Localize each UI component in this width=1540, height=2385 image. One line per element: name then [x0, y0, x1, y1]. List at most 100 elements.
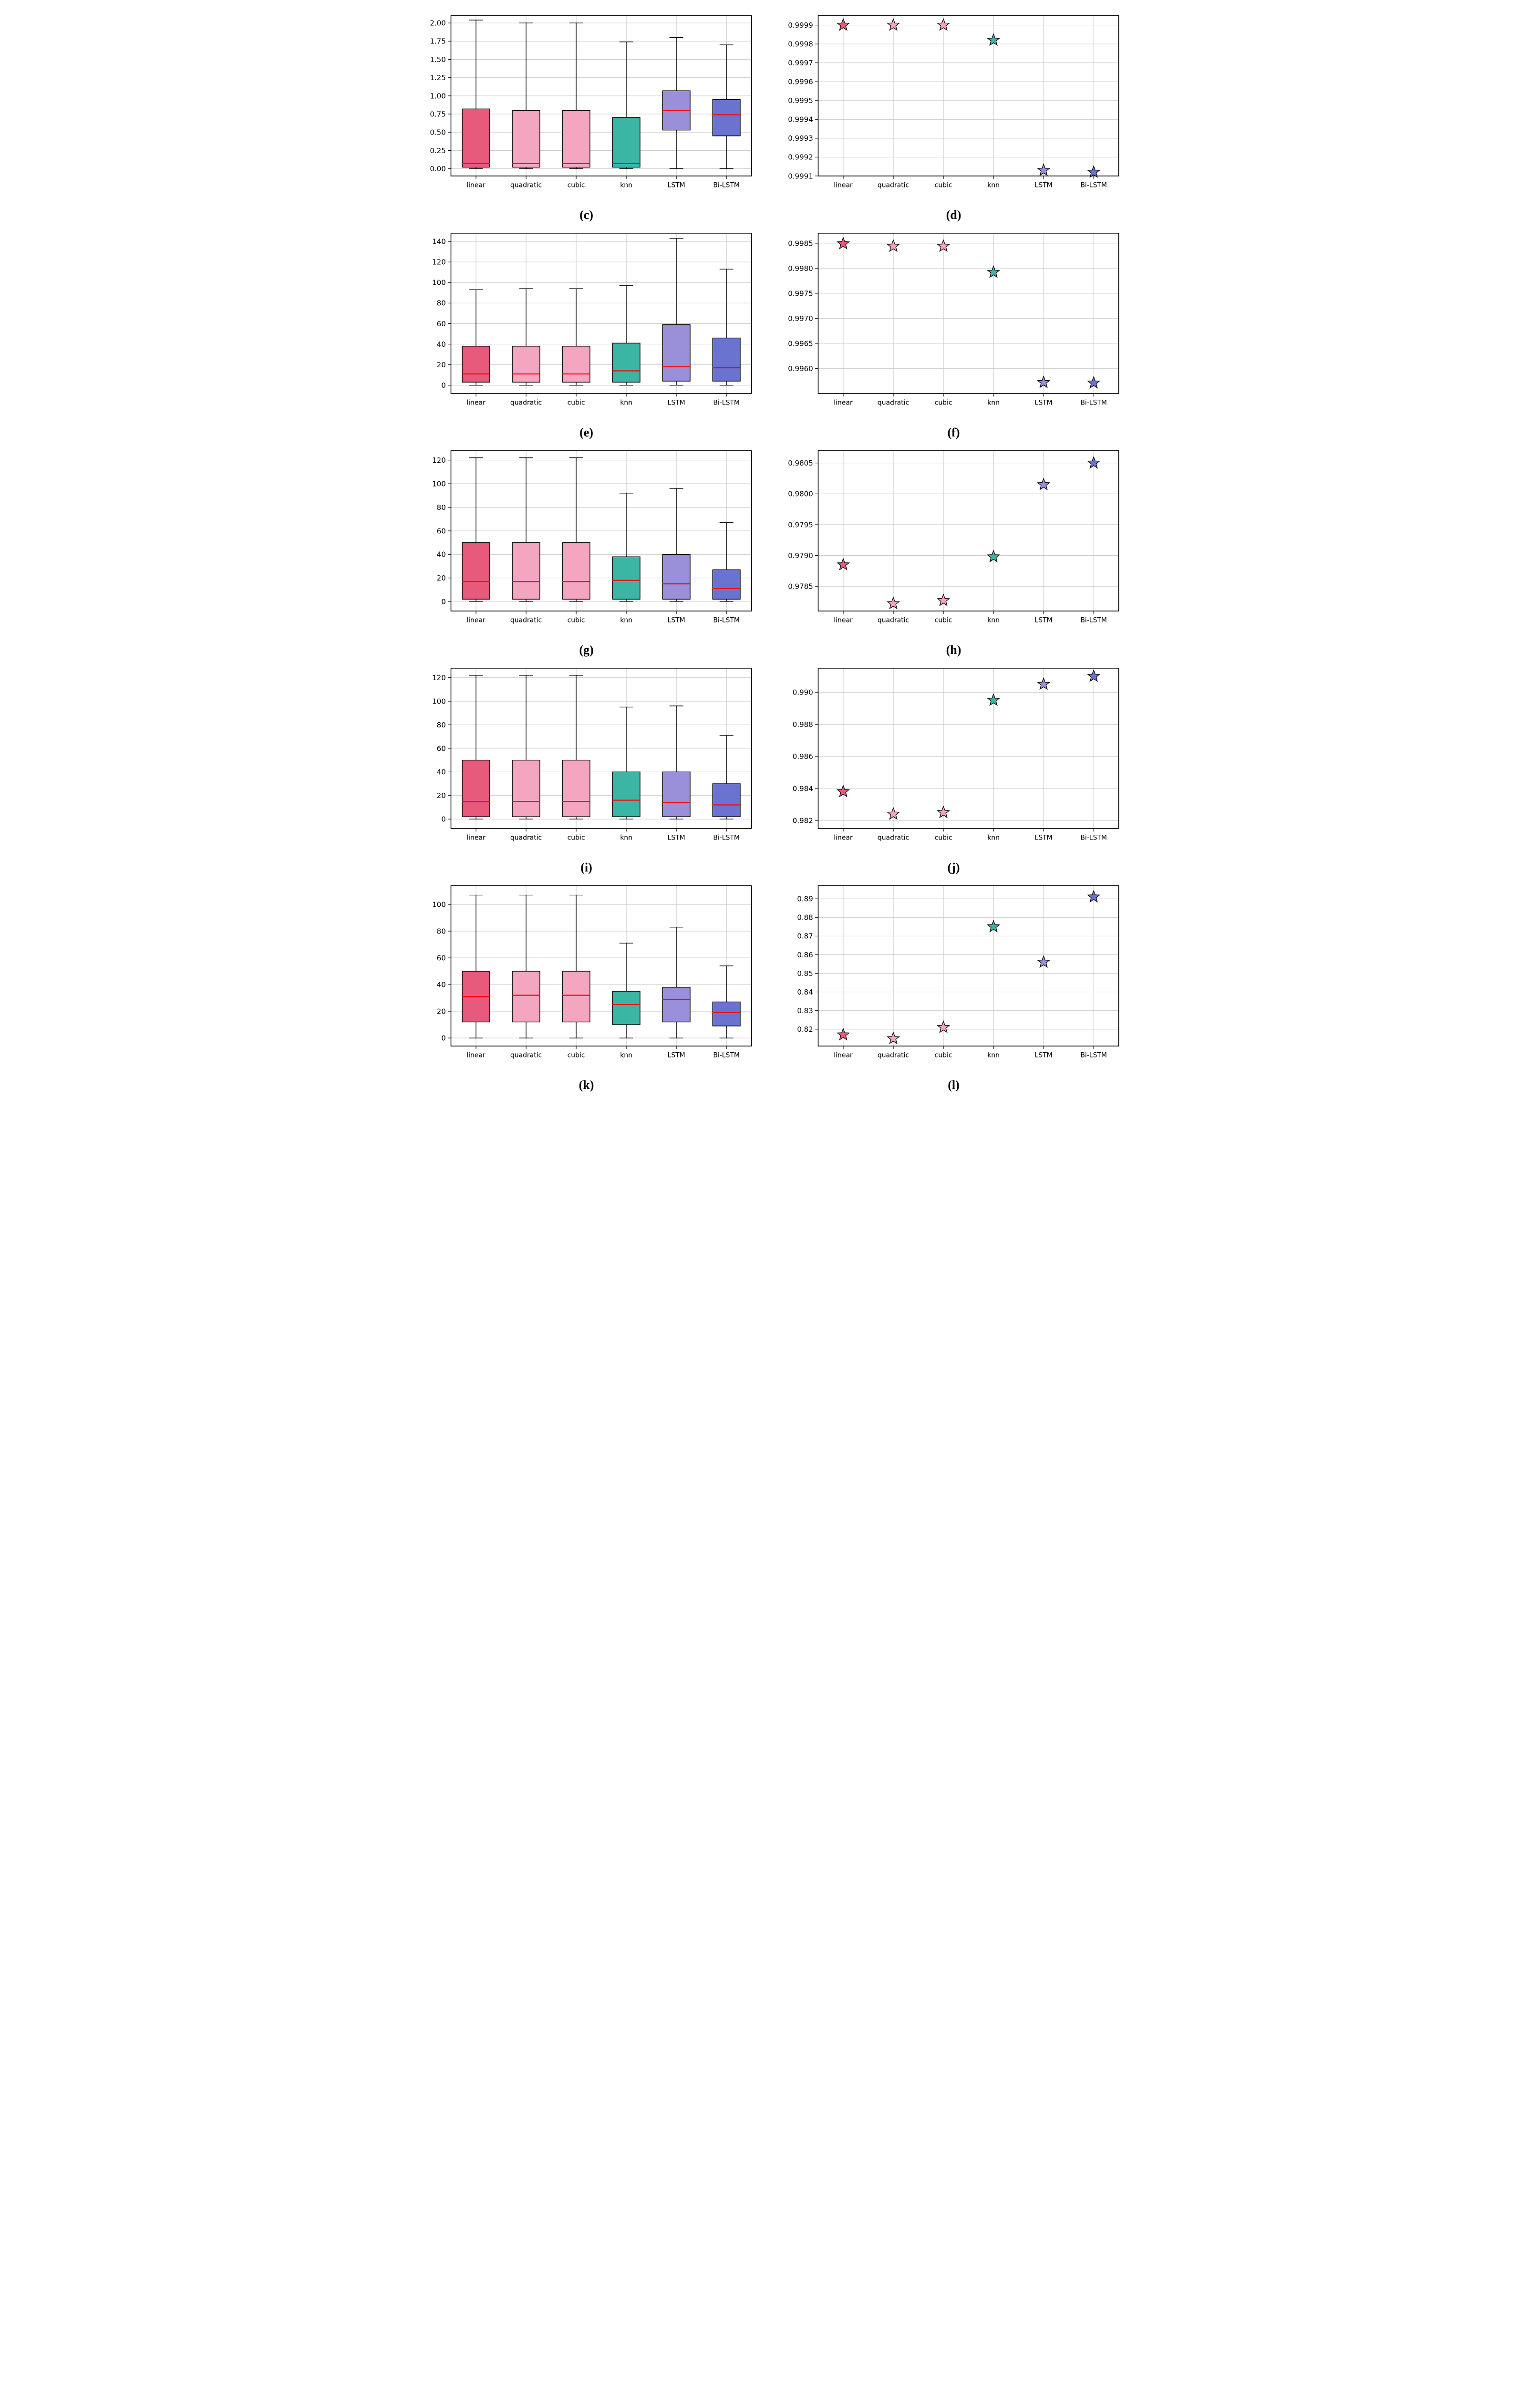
svg-text:0.982: 0.982	[792, 816, 813, 825]
box	[562, 760, 590, 817]
panel-caption: (d)	[946, 208, 961, 222]
svg-text:0: 0	[441, 815, 446, 823]
box	[562, 346, 590, 382]
category-label: Bi-LSTM	[713, 182, 740, 189]
panel-c: 0.000.250.500.751.001.251.501.752.00line…	[413, 10, 761, 222]
category-label: knn	[987, 399, 1000, 406]
svg-text:80: 80	[436, 721, 445, 729]
box	[662, 772, 690, 817]
box	[713, 1002, 740, 1026]
svg-text:100: 100	[432, 279, 446, 287]
category-label: quadratic	[877, 616, 909, 624]
box	[612, 991, 640, 1025]
category-label: knn	[987, 182, 1000, 189]
category-label: knn	[620, 834, 632, 841]
category-label: Bi-LSTM	[1080, 1051, 1107, 1059]
box	[612, 772, 640, 817]
svg-text:2.00: 2.00	[430, 19, 445, 28]
category-label: knn	[620, 1051, 632, 1059]
category-label: quadratic	[510, 182, 541, 189]
panel-caption: (i)	[580, 861, 592, 875]
category-label: linear	[834, 834, 853, 841]
svg-text:0.9999: 0.9999	[788, 21, 813, 30]
panel-d: 0.99910.99920.99930.99940.99950.99960.99…	[780, 10, 1128, 222]
svg-text:40: 40	[436, 767, 445, 776]
svg-text:0.9805: 0.9805	[788, 459, 813, 467]
svg-text:0.50: 0.50	[430, 128, 445, 137]
category-label: LSTM	[667, 834, 685, 841]
category-label: Bi-LSTM	[713, 1051, 740, 1059]
scatter-chart: 0.99910.99920.99930.99940.99950.99960.99…	[780, 10, 1128, 204]
svg-text:0.988: 0.988	[792, 720, 813, 729]
category-label: linear	[466, 834, 486, 841]
box	[512, 346, 540, 382]
box	[662, 325, 690, 381]
category-label: Bi-LSTM	[713, 616, 740, 624]
svg-text:120: 120	[432, 258, 446, 266]
category-label: cubic	[567, 834, 585, 841]
panel-l: 0.820.830.840.850.860.870.880.89linearqu…	[780, 880, 1128, 1092]
category-label: LSTM	[1034, 399, 1052, 406]
category-label: cubic	[567, 182, 585, 189]
category-label: Bi-LSTM	[1080, 399, 1107, 406]
svg-text:80: 80	[436, 503, 445, 512]
box	[562, 971, 590, 1022]
svg-text:100: 100	[432, 697, 446, 705]
svg-text:0.00: 0.00	[430, 165, 445, 173]
category-label: knn	[987, 1051, 1000, 1059]
box	[612, 557, 640, 599]
svg-text:20: 20	[436, 1007, 445, 1016]
category-label: quadratic	[510, 834, 541, 841]
category-label: knn	[987, 616, 1000, 624]
category-label: LSTM	[667, 1051, 685, 1059]
panel-f: 0.99600.99650.99700.99750.99800.9985line…	[780, 227, 1128, 440]
category-label: cubic	[934, 616, 952, 624]
scatter-chart: 0.9820.9840.9860.9880.990linearquadratic…	[780, 662, 1128, 857]
svg-text:0: 0	[441, 1034, 446, 1042]
box	[713, 100, 740, 136]
svg-text:1.75: 1.75	[430, 37, 445, 46]
svg-text:1.50: 1.50	[430, 55, 445, 64]
boxplot-chart: 020406080100120linearquadraticcubicknnLS…	[413, 662, 761, 857]
panel-h: 0.97850.97900.97950.98000.9805linearquad…	[780, 445, 1128, 657]
panel-e: 020406080100120140linearquadraticcubickn…	[413, 227, 761, 440]
category-label: quadratic	[877, 399, 909, 406]
svg-text:1.00: 1.00	[430, 92, 445, 100]
panel-caption: (e)	[579, 425, 593, 440]
panel-caption: (g)	[579, 643, 593, 657]
svg-text:80: 80	[436, 927, 445, 935]
svg-text:40: 40	[436, 980, 445, 989]
svg-text:40: 40	[436, 550, 445, 559]
category-label: cubic	[934, 1051, 952, 1059]
svg-text:80: 80	[436, 299, 445, 308]
box	[713, 338, 740, 381]
category-label: Bi-LSTM	[1080, 834, 1107, 841]
category-label: linear	[466, 399, 486, 406]
box	[512, 110, 540, 167]
chart-grid: 0.00 0.25 0.50 0.75 1.00 1.25 1.50 1.75 2.00 line…	[413, 10, 1128, 1092]
svg-text:0.9996: 0.9996	[788, 78, 813, 86]
svg-text:0.75: 0.75	[430, 110, 445, 118]
category-label: LSTM	[1034, 1051, 1052, 1059]
category-label: cubic	[934, 182, 952, 189]
category-label: LSTM	[1034, 182, 1052, 189]
category-label: LSTM	[667, 182, 685, 189]
svg-text:0.25: 0.25	[430, 146, 445, 155]
category-label: cubic	[567, 616, 585, 624]
boxplot-chart: 020406080100120140linearquadraticcubickn…	[413, 227, 761, 422]
box	[662, 554, 690, 599]
svg-text:0.84: 0.84	[797, 988, 813, 996]
box	[462, 760, 490, 817]
svg-text:60: 60	[436, 744, 445, 753]
svg-text:40: 40	[436, 340, 445, 349]
box	[512, 760, 540, 817]
svg-text:0.89: 0.89	[797, 894, 813, 903]
category-label: cubic	[934, 399, 952, 406]
svg-text:1.25: 1.25	[430, 73, 445, 82]
svg-text:0.9965: 0.9965	[788, 339, 813, 348]
category-label: linear	[834, 616, 853, 624]
scatter-chart: 0.820.830.840.850.860.870.880.89linearqu…	[780, 880, 1128, 1074]
svg-text:0.9785: 0.9785	[788, 582, 813, 591]
svg-text:0.9997: 0.9997	[788, 59, 813, 67]
boxplot-chart: 020406080100120linearquadraticcubicknnLS…	[413, 445, 761, 639]
